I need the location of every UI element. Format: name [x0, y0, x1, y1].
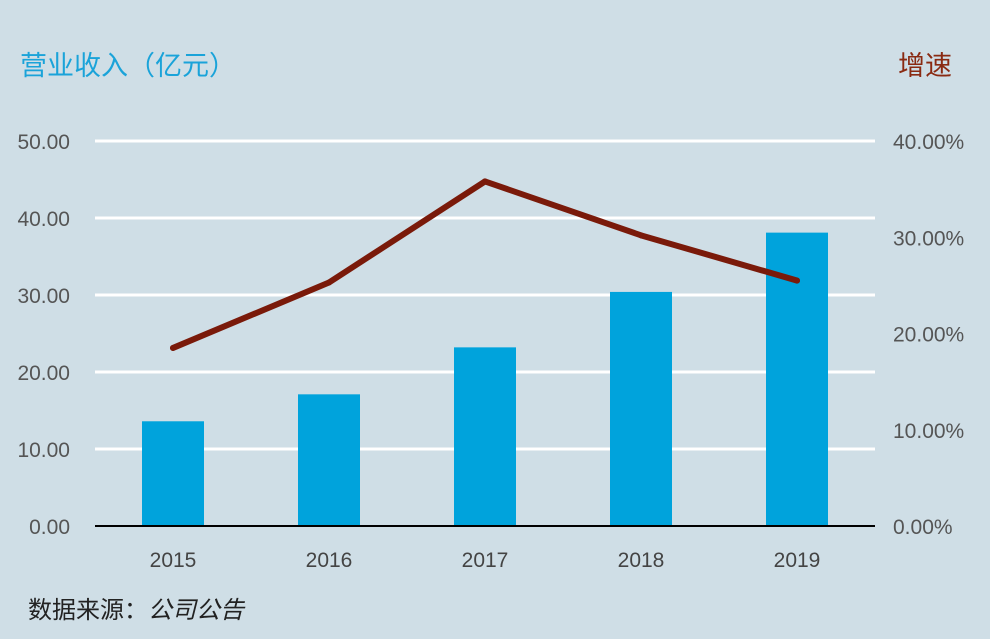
bar [298, 394, 360, 526]
left-tick-label: 10.00 [17, 439, 70, 462]
right-tick-label: 0.00% [893, 516, 953, 539]
source-note: 数据来源：公司公告 [28, 590, 244, 625]
source-label: 数据来源： [28, 597, 148, 624]
bar [610, 291, 672, 526]
bar [454, 347, 516, 526]
x-tick-label: 2019 [774, 549, 821, 572]
right-tick-label: 40.00% [893, 131, 964, 154]
right-axis-title: 增速 [898, 51, 952, 81]
left-tick-label: 30.00 [17, 285, 70, 308]
right-tick-label: 30.00% [893, 227, 964, 250]
growth-point [638, 232, 644, 239]
x-tick-label: 2017 [462, 549, 509, 572]
bar [142, 421, 204, 526]
growth-line [170, 178, 800, 351]
right-tick-label: 10.00% [893, 420, 964, 443]
growth-point [326, 279, 332, 286]
x-tick-label: 2016 [306, 549, 353, 572]
source-value: 公司公告 [148, 597, 244, 624]
growth-point [482, 178, 488, 185]
x-tick-label: 2018 [618, 549, 665, 572]
growth-point [794, 277, 800, 284]
left-axis-title: 营业收入（亿元） [20, 51, 236, 81]
x-tick-label: 2015 [150, 549, 197, 572]
left-tick-label: 40.00 [17, 208, 70, 231]
left-tick-label: 0.00 [29, 516, 70, 539]
growth-point [170, 344, 176, 351]
left-tick-label: 50.00 [17, 131, 70, 154]
left-tick-label: 20.00 [17, 362, 70, 385]
right-tick-label: 20.00% [893, 324, 964, 347]
